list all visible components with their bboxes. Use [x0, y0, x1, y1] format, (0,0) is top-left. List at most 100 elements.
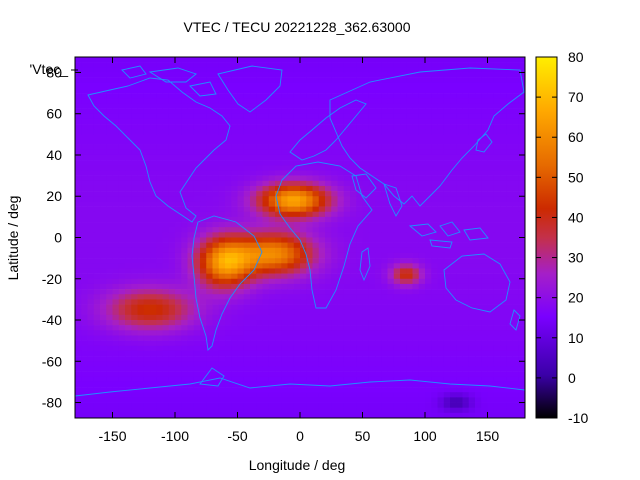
tec-cell	[400, 268, 407, 274]
tec-cell	[387, 242, 395, 249]
tec-cell	[256, 62, 263, 68]
tec-cell	[450, 103, 457, 109]
tec-cell	[443, 314, 451, 321]
tec-cell	[406, 314, 413, 321]
tec-cell	[250, 376, 257, 383]
tec-cell	[175, 82, 182, 89]
tec-cell	[181, 289, 188, 295]
tec-cell	[368, 93, 376, 99]
tec-cell	[368, 216, 376, 223]
tec-cell	[512, 160, 520, 166]
tec-cell	[81, 144, 88, 151]
tec-cell	[218, 283, 226, 290]
tec-cell	[193, 103, 201, 109]
tec-cell	[87, 325, 95, 331]
tec-cell	[481, 320, 488, 326]
tec-cell	[500, 242, 507, 249]
tec-cell	[506, 340, 513, 347]
tec-cell	[375, 289, 382, 295]
tec-cell	[512, 356, 520, 362]
tec-cell	[512, 154, 520, 161]
tec-cell	[456, 170, 463, 176]
tec-cell	[293, 402, 301, 408]
tec-cell	[487, 242, 495, 249]
tec-cell	[106, 196, 113, 202]
tec-cell	[381, 227, 388, 233]
tec-cell	[431, 242, 438, 249]
tec-cell	[200, 201, 207, 207]
tec-cell	[87, 206, 95, 213]
tec-cell	[212, 108, 220, 115]
tec-cell	[231, 72, 238, 78]
tec-cell	[387, 139, 395, 145]
tec-cell	[250, 118, 257, 125]
tec-cell	[256, 170, 263, 176]
tec-cell	[406, 57, 413, 63]
tec-cell	[412, 258, 420, 264]
tec-cell	[325, 252, 332, 259]
tec-cell	[456, 314, 463, 321]
tec-cell	[443, 258, 451, 264]
tec-cell	[368, 134, 376, 140]
tec-cell	[425, 376, 432, 383]
tec-cell	[393, 82, 401, 89]
tec-cell	[487, 124, 495, 130]
tec-cell	[468, 139, 476, 145]
tec-cell	[275, 371, 282, 378]
tec-cell	[175, 103, 182, 109]
tec-cell	[125, 325, 132, 331]
tec-cell	[343, 118, 351, 125]
tec-cell	[206, 82, 213, 89]
tec-cell	[250, 340, 257, 347]
tec-cell	[456, 206, 463, 213]
tec-cell	[187, 57, 195, 63]
tec-cell	[137, 211, 145, 218]
tec-cell	[506, 87, 513, 94]
tec-cell	[281, 237, 288, 243]
tec-cell	[337, 98, 345, 104]
tec-cell	[406, 93, 413, 99]
tec-cell	[268, 387, 276, 393]
tec-cell	[437, 242, 445, 249]
tec-cell	[193, 268, 201, 274]
tec-cell	[168, 191, 176, 197]
tec-cell	[487, 160, 495, 166]
tec-cell	[300, 113, 307, 120]
tec-cell	[100, 57, 107, 63]
tec-cell	[500, 57, 507, 63]
tec-cell	[212, 77, 220, 84]
tec-cell	[206, 387, 213, 393]
tec-cell	[106, 412, 113, 418]
tec-cell	[300, 191, 307, 197]
tec-cell	[137, 165, 145, 171]
tec-cell	[156, 392, 163, 398]
tec-cell	[475, 407, 482, 414]
tec-cell	[87, 299, 95, 305]
tec-cell	[287, 304, 295, 310]
tec-cell	[300, 165, 307, 171]
tec-cell	[368, 273, 376, 280]
tec-cell	[75, 82, 82, 89]
tec-cell	[206, 201, 213, 207]
tec-cell	[368, 222, 376, 228]
tec-cell	[262, 350, 270, 357]
tec-cell	[131, 206, 138, 213]
tec-cell	[87, 62, 95, 68]
tec-cell	[381, 57, 388, 63]
tec-cell	[243, 170, 251, 176]
tec-cell	[312, 139, 320, 145]
tec-cell	[225, 309, 232, 316]
tec-cell	[456, 154, 463, 161]
tec-cell	[437, 149, 445, 156]
tec-cell	[350, 304, 357, 310]
tec-cell	[162, 325, 170, 331]
tec-cell	[437, 361, 445, 367]
tec-cell	[275, 139, 282, 145]
tec-cell	[406, 232, 413, 238]
tec-cell	[343, 325, 351, 331]
tec-cell	[81, 196, 88, 202]
tec-cell	[187, 222, 195, 228]
tec-cell	[150, 366, 157, 372]
tec-cell	[100, 263, 107, 269]
tec-cell	[93, 149, 101, 156]
